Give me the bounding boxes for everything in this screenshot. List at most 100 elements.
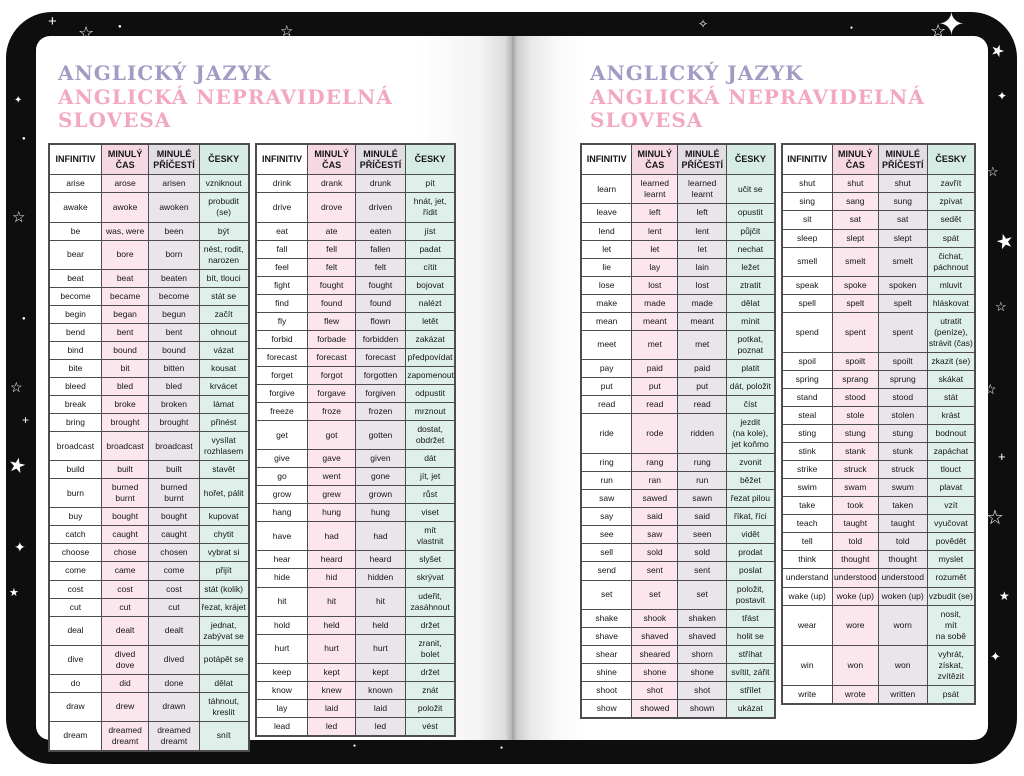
verb-cell: became <box>100 286 150 306</box>
verb-cell: froze <box>307 401 356 422</box>
verb-cell: hung <box>307 503 356 523</box>
table-row: have had had mít vlastnit <box>254 521 456 552</box>
verb-table: INFINITIV MINULÝ ČAS MINULÉ PŘÍČESTÍ ČESKY a… <box>48 142 250 753</box>
verb-cell: řezat pilou <box>726 489 775 509</box>
verb-cell: probudit (se) <box>198 192 250 223</box>
verb-cell: shone <box>677 662 728 682</box>
column-header: ČESKY <box>726 143 775 176</box>
verb-cell: shot <box>631 680 679 700</box>
verb-cell: bitten <box>148 358 200 378</box>
verb-cell: had <box>354 521 407 552</box>
verb-cell: bind <box>48 340 102 360</box>
verb-cell: stand <box>781 387 833 408</box>
verb-cell: cut <box>100 597 150 617</box>
verb-cell: broadcast <box>100 431 150 462</box>
verb-cell: bought <box>148 507 200 527</box>
verb-cell: felt <box>307 257 356 277</box>
table-row: stand stood stood stát <box>781 387 976 408</box>
table-row: give gave given dát <box>254 449 456 469</box>
verb-cell: sheared <box>631 644 679 664</box>
verb-cell: padat <box>405 239 456 259</box>
verb-cell: run <box>580 471 633 491</box>
verb-cell: shaved <box>677 626 728 646</box>
verb-cell: lent <box>631 221 679 241</box>
table-row: shine shone shone svítit, zářit <box>580 662 775 682</box>
verb-cell: forgive <box>254 383 309 403</box>
right-page: ANGLICKÝ JAZYK ANGLICKÁ NEPRAVIDELNÁ SLO… <box>512 36 988 740</box>
verb-cell: shake <box>580 608 633 628</box>
table-row: mean meant meant mínit <box>580 311 775 331</box>
verb-cell: spell <box>781 293 833 313</box>
verb-cell: jíst <box>405 221 456 241</box>
verb-cell: fought <box>307 275 356 295</box>
verb-cell: hořet, pálit <box>198 478 250 509</box>
verb-cell: give <box>254 449 309 469</box>
dot-icon: ● <box>118 24 122 30</box>
verb-cell: set <box>677 579 728 610</box>
table-row: know knew known znát <box>254 680 456 700</box>
verb-cell: spelt <box>831 293 879 313</box>
verb-table-2: INFINITIV MINULÝ ČAS MINULÉ PŘÍČESTÍ ČESKY d… <box>254 142 456 737</box>
verb-cell: spent <box>831 311 879 353</box>
verb-cell: taught <box>877 514 928 534</box>
verb-cell: bít, tlouci <box>198 268 250 288</box>
table-row: go went gone jít, jet <box>254 467 456 487</box>
verb-cell: odpustit <box>405 383 456 403</box>
dot-icon: ● <box>500 745 504 751</box>
verb-cell: left <box>677 203 728 223</box>
verb-cell: předpovídat <box>405 347 456 367</box>
verb-cell: spoil <box>781 351 833 371</box>
table-row: feel felt felt cítit <box>254 257 456 277</box>
verb-cell: mínit <box>726 311 775 331</box>
verb-cell: kupovat <box>198 507 250 527</box>
star-outline-icon: ☆ <box>986 507 1004 529</box>
verb-cell: went <box>307 467 356 487</box>
table-row: understand understood understood rozumět <box>781 568 976 588</box>
verb-cell: položit <box>405 698 456 718</box>
title-subject: ANGLICKÝ JAZYK <box>58 61 272 85</box>
verb-cell: chosen <box>148 543 200 563</box>
verb-cell: burn <box>48 478 102 509</box>
verb-cell: struck <box>831 460 879 480</box>
verb-cell: learned learnt <box>631 174 679 205</box>
column-header: MINULÉ PŘÍČESTÍ <box>148 143 200 176</box>
verb-cell: took <box>831 496 879 516</box>
verb-cell: go <box>254 467 309 487</box>
verb-cell: rung <box>677 453 728 473</box>
verb-cell: heard <box>307 550 356 570</box>
verb-cell: přinést <box>198 413 250 433</box>
verb-cell: zavřít <box>926 174 976 194</box>
title-subject: ANGLICKÝ JAZYK <box>590 61 804 85</box>
verb-cell: said <box>677 507 728 527</box>
table-row: ring rang rung zvonit <box>580 453 775 473</box>
verb-cell: gone <box>354 467 407 487</box>
verb-table: INFINITIV MINULÝ ČAS MINULÉ PŘÍČESTÍ ČESKY s… <box>780 142 976 705</box>
verb-cell: won <box>877 644 928 686</box>
verb-cell: hidden <box>354 568 407 588</box>
column-header: MINULÉ PŘÍČESTÍ <box>677 143 728 176</box>
verb-cell: ohnout <box>198 322 250 342</box>
table-row: hold held held držet <box>254 615 456 635</box>
verb-cell: swim <box>781 478 833 498</box>
verb-cell: bear <box>48 239 102 270</box>
verb-cell: slept <box>831 228 879 248</box>
verb-cell: forgot <box>307 365 356 385</box>
verb-cell: shave <box>580 626 633 646</box>
verb-cell: vzít <box>926 496 976 516</box>
verb-cell: fly <box>254 311 309 331</box>
table-row: saw sawed sawn řezat pilou <box>580 489 775 509</box>
verb-cell: told <box>831 532 879 552</box>
verb-cell: táhnout, kreslit <box>198 691 250 722</box>
verb-cell: broadcast <box>48 431 102 462</box>
verb-cell: fall <box>254 239 309 259</box>
verb-cell: put <box>631 376 679 396</box>
table-row: hang hung hung viset <box>254 503 456 523</box>
verb-cell: got <box>307 420 356 451</box>
table-row: shoot shot shot střílet <box>580 680 775 700</box>
verb-cell: caught <box>148 525 200 545</box>
verb-cell: cítit <box>405 257 456 277</box>
verb-cell: hold <box>254 615 309 635</box>
verb-cell: vyhrát, získat, zvítězit <box>926 644 976 686</box>
table-row: put put put dát, položit <box>580 376 775 396</box>
verb-cell: čichat, páchnout <box>926 246 976 277</box>
